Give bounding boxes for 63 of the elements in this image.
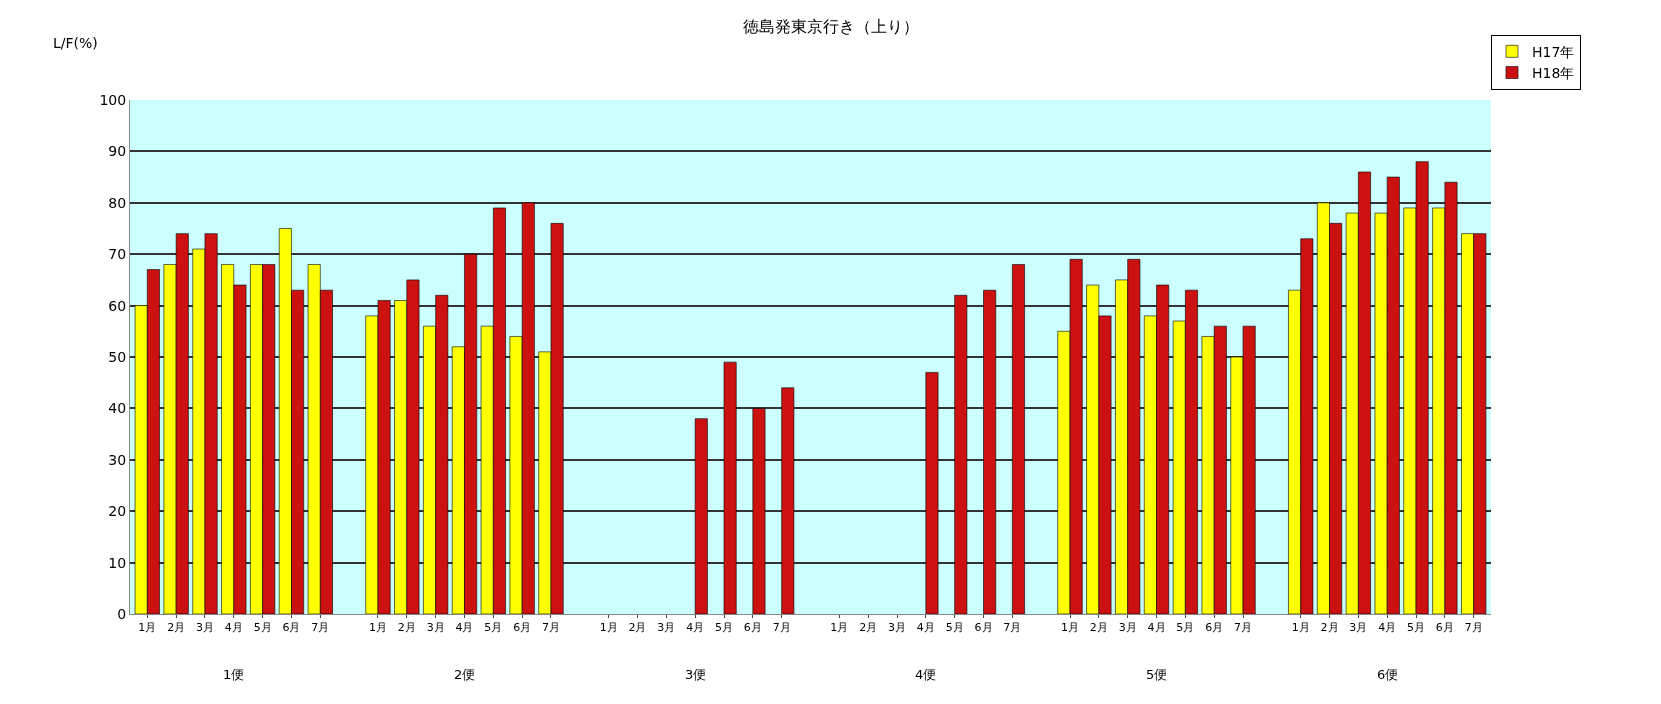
- x-tick-label: 3月: [1349, 621, 1368, 635]
- x-tick-label: 2月: [628, 621, 647, 635]
- x-tick-label: 2月: [167, 621, 186, 635]
- x-tick-label: 7月: [311, 621, 330, 635]
- legend-label: H17年: [1532, 43, 1575, 60]
- y-tick-label: 50: [108, 348, 127, 365]
- y-tick-label: 10: [108, 554, 127, 571]
- x-tick-label: 4月: [686, 621, 705, 635]
- x-tick-label: 1月: [1291, 621, 1310, 635]
- x-tick-label: 6月: [513, 621, 532, 635]
- x-tick-label: 5月: [715, 621, 733, 635]
- x-tick-label: 1月: [1061, 621, 1080, 635]
- x-tick-label: 1月: [138, 621, 157, 635]
- x-tick-label: 3月: [1118, 621, 1137, 635]
- x-tick-label: 4月: [916, 621, 935, 635]
- x-tick-label: 7月: [1003, 621, 1022, 635]
- x-tick-label: 2月: [859, 621, 878, 635]
- y-tick-label: 30: [108, 451, 127, 468]
- x-tick-label: 2月: [397, 621, 416, 635]
- x-tick-label: 5月: [253, 621, 272, 635]
- x-tick-label: 6月: [1435, 621, 1454, 635]
- x-tick-label: 7月: [1234, 621, 1253, 635]
- text: 4便: [915, 667, 937, 682]
- x-tick-label: 4月: [1378, 621, 1397, 635]
- x-tick-label: 7月: [772, 621, 791, 635]
- y-tick-label: 70: [108, 246, 127, 263]
- x-tick-label: 6月: [282, 621, 301, 635]
- y-tick-label: 80: [108, 194, 127, 211]
- x-tick-label: 6月: [974, 621, 993, 635]
- x-tick-label: 1月: [599, 621, 618, 635]
- x-tick-label: 2月: [1320, 621, 1339, 635]
- x-tick-label: 3月: [888, 621, 906, 635]
- x-tick-label: 4月: [1147, 621, 1166, 635]
- x-tick-label: 3月: [657, 621, 676, 635]
- y-tick-label: 40: [108, 400, 127, 417]
- x-tick-label: 2月: [1089, 621, 1108, 635]
- x-tick-label: 4月: [455, 621, 474, 635]
- x-tick-label: 5月: [1407, 621, 1426, 635]
- x-tick-label: 1月: [830, 621, 849, 635]
- y-tick-label: 90: [108, 143, 127, 160]
- text: 3便: [685, 667, 707, 682]
- x-tick-label: 3月: [195, 621, 214, 635]
- x-tick-label: 7月: [541, 621, 560, 635]
- y-tick-label: 20: [108, 503, 127, 520]
- legend-label: H18年: [1532, 64, 1575, 81]
- x-tick-label: 5月: [484, 621, 503, 635]
- text: 1便: [223, 667, 245, 682]
- y-tick-label: 0: [117, 605, 127, 622]
- x-tick-label: 5月: [945, 621, 964, 635]
- y-tick-label: 60: [108, 297, 127, 314]
- x-tick-label: 3月: [426, 621, 445, 635]
- x-tick-label: 1月: [368, 621, 387, 635]
- x-tick-label: 7月: [1464, 621, 1483, 635]
- x-tick-label: 6月: [1205, 621, 1224, 635]
- y-axis-title: L/F(%): [53, 35, 98, 51]
- x-tick-label: 5月: [1176, 621, 1195, 635]
- chart-title: 徳島発東京行き（上り）: [742, 17, 919, 37]
- x-tick-label: 6月: [743, 621, 762, 635]
- x-tick-label: 4月: [224, 621, 243, 635]
- text: 2便: [454, 667, 476, 682]
- y-tick-label: 100: [99, 91, 127, 108]
- text: 5便: [1146, 667, 1168, 682]
- text: 6便: [1377, 667, 1399, 682]
